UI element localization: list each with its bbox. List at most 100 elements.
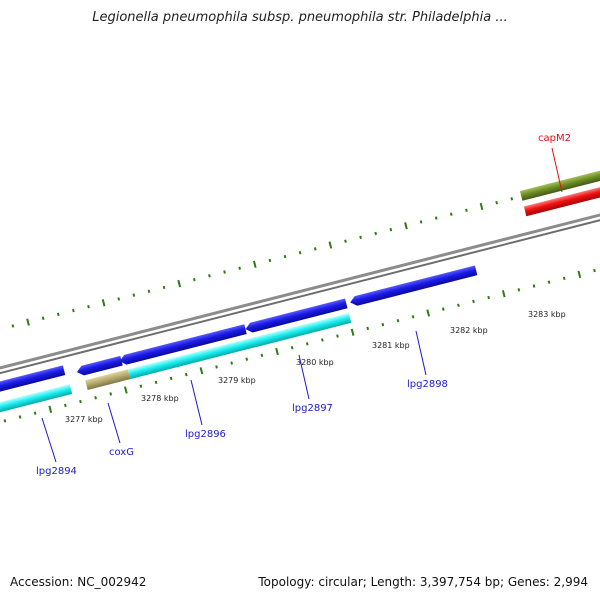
gene-label-lpg2896[interactable]: lpg2896 (185, 429, 226, 440)
inner-minor-tick (366, 326, 370, 331)
outer-minor-tick (117, 297, 121, 301)
inner-minor-tick (517, 288, 521, 292)
inner-tick-row (3, 268, 596, 423)
inner-minor-tick (336, 334, 339, 338)
outer-minor-tick (510, 197, 514, 201)
gene-arrow-3[interactable] (118, 324, 247, 366)
gene-cyan-1[interactable] (0, 384, 73, 425)
outer-minor-tick (56, 312, 60, 317)
gene-arrow-5[interactable] (349, 265, 478, 307)
inner-minor-tick (441, 307, 445, 311)
inner-minor-tick (562, 276, 566, 280)
inner-minor-tick (305, 342, 309, 346)
outer-minor-tick (192, 278, 196, 282)
outer-minor-tick (313, 247, 317, 251)
tick-label-3283: 3283 kbp (528, 310, 566, 319)
tick-label-3278: 3278 kbp (141, 394, 179, 403)
gene-label-lpg2894[interactable]: lpg2894 (36, 466, 77, 477)
gene-arrow-2[interactable] (76, 355, 123, 377)
outer-minor-tick (147, 289, 151, 293)
outer-minor-tick (11, 324, 15, 328)
outer-minor-tick (41, 316, 45, 320)
leader-lpg2896 (190, 379, 203, 426)
leader-lpg2898 (415, 330, 427, 376)
inner-major-tick (350, 328, 355, 336)
backbone-line-bottom (0, 199, 600, 384)
inner-minor-tick (381, 322, 385, 327)
inner-minor-tick (109, 392, 113, 396)
inner-minor-tick (396, 318, 400, 323)
inner-minor-tick (290, 345, 294, 350)
inner-minor-tick (487, 295, 490, 300)
outer-major-tick (26, 318, 30, 326)
tick-label-3280: 3280 kbp (296, 358, 334, 367)
inner-minor-tick (154, 380, 158, 385)
inner-minor-tick (215, 365, 218, 369)
outer-minor-tick (374, 231, 378, 236)
outer-minor-tick (87, 304, 90, 309)
inner-major-tick (501, 290, 506, 298)
outer-minor-tick (208, 274, 211, 278)
inner-minor-tick (245, 357, 249, 361)
gene-label-lpg2898[interactable]: lpg2898 (407, 379, 448, 390)
inner-minor-tick (184, 372, 188, 377)
outer-minor-tick (283, 254, 287, 259)
gene-label-lpg2897[interactable]: lpg2897 (292, 403, 333, 414)
gene-coxG-khaki[interactable] (85, 369, 131, 390)
inner-minor-tick (64, 403, 67, 408)
inner-minor-tick (94, 396, 97, 400)
gene-label-capM2[interactable]: capM2 (538, 133, 571, 144)
gene-capM2-olive[interactable] (519, 158, 600, 201)
inner-minor-tick (169, 376, 173, 381)
inner-minor-tick (139, 384, 143, 388)
inner-minor-tick (411, 315, 415, 319)
outer-minor-tick (72, 308, 75, 313)
leader-lpg2897 (298, 354, 310, 400)
outer-major-tick (479, 202, 484, 211)
tick-label-3282: 3282 kbp (450, 326, 488, 335)
outer-minor-tick (449, 212, 453, 216)
inner-minor-tick (593, 268, 596, 273)
outer-minor-tick (389, 227, 393, 232)
inner-minor-tick (18, 415, 22, 419)
inner-minor-tick (547, 280, 551, 284)
inner-minor-tick (3, 419, 7, 423)
inner-minor-tick (321, 338, 324, 342)
outer-minor-tick (359, 235, 362, 240)
outer-minor-tick (344, 239, 347, 243)
inner-minor-tick (230, 361, 234, 365)
leader-capM2 (551, 147, 563, 193)
map-title: Legionella pneumophila subsp. pneumophil… (92, 10, 508, 25)
outer-minor-tick (132, 293, 136, 297)
gene-arrow-4[interactable] (244, 298, 348, 334)
gene-label-coxG[interactable]: coxG (109, 447, 134, 458)
inner-major-tick (275, 347, 279, 356)
inner-minor-tick (457, 303, 460, 307)
genome-summary: Topology: circular; Length: 3,397,754 bp… (258, 575, 588, 589)
outer-minor-tick (223, 270, 226, 274)
outer-major-tick (177, 279, 182, 288)
inner-minor-tick (472, 299, 475, 304)
inner-major-tick (48, 405, 53, 413)
inner-minor-tick (79, 399, 82, 404)
gene-capM2-red[interactable] (523, 173, 600, 217)
outer-minor-tick (419, 220, 423, 224)
gene-cyan-2[interactable] (127, 313, 352, 380)
outer-major-tick (101, 299, 106, 307)
gene-arrow-1[interactable] (0, 365, 66, 406)
inner-major-tick (577, 270, 582, 279)
outer-major-tick (404, 222, 408, 230)
inner-major-tick (199, 367, 204, 375)
inner-minor-tick (532, 284, 536, 288)
tick-label-3279: 3279 kbp (218, 376, 256, 385)
tick-label-3277: 3277 kbp (65, 415, 103, 424)
inner-minor-tick (260, 353, 264, 358)
outer-minor-tick (268, 258, 272, 263)
inner-major-tick (426, 309, 431, 317)
backbone-line-top (0, 193, 600, 380)
leader-lpg2894 (41, 417, 57, 463)
outer-minor-tick (495, 200, 498, 205)
outer-major-tick (252, 260, 257, 268)
leader-coxG (107, 402, 121, 444)
